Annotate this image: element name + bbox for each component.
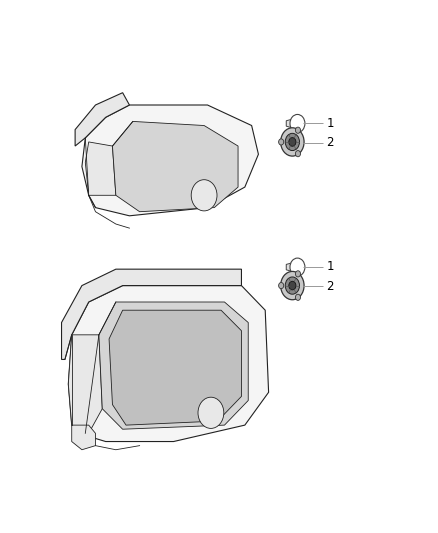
Text: 1: 1: [326, 260, 334, 273]
Polygon shape: [286, 263, 293, 272]
Circle shape: [289, 138, 296, 146]
Circle shape: [198, 397, 224, 429]
Polygon shape: [75, 93, 130, 146]
Circle shape: [295, 127, 300, 133]
Polygon shape: [72, 425, 95, 450]
Circle shape: [279, 139, 284, 145]
Circle shape: [285, 133, 300, 150]
Circle shape: [290, 258, 305, 276]
Polygon shape: [109, 310, 241, 425]
Polygon shape: [99, 302, 248, 429]
Polygon shape: [61, 269, 241, 359]
Polygon shape: [68, 335, 102, 433]
Text: 2: 2: [326, 136, 334, 149]
Circle shape: [295, 151, 300, 157]
Circle shape: [279, 282, 284, 289]
Polygon shape: [68, 286, 268, 441]
Circle shape: [290, 115, 305, 133]
Text: 2: 2: [326, 280, 334, 293]
Circle shape: [285, 277, 300, 294]
Circle shape: [281, 271, 304, 300]
Circle shape: [191, 180, 217, 211]
Polygon shape: [113, 122, 238, 212]
Circle shape: [295, 271, 300, 277]
Text: 1: 1: [326, 117, 334, 130]
Circle shape: [295, 294, 300, 301]
Circle shape: [289, 281, 296, 290]
Polygon shape: [286, 119, 293, 128]
Polygon shape: [82, 105, 258, 216]
Polygon shape: [85, 142, 116, 195]
Circle shape: [281, 128, 304, 156]
